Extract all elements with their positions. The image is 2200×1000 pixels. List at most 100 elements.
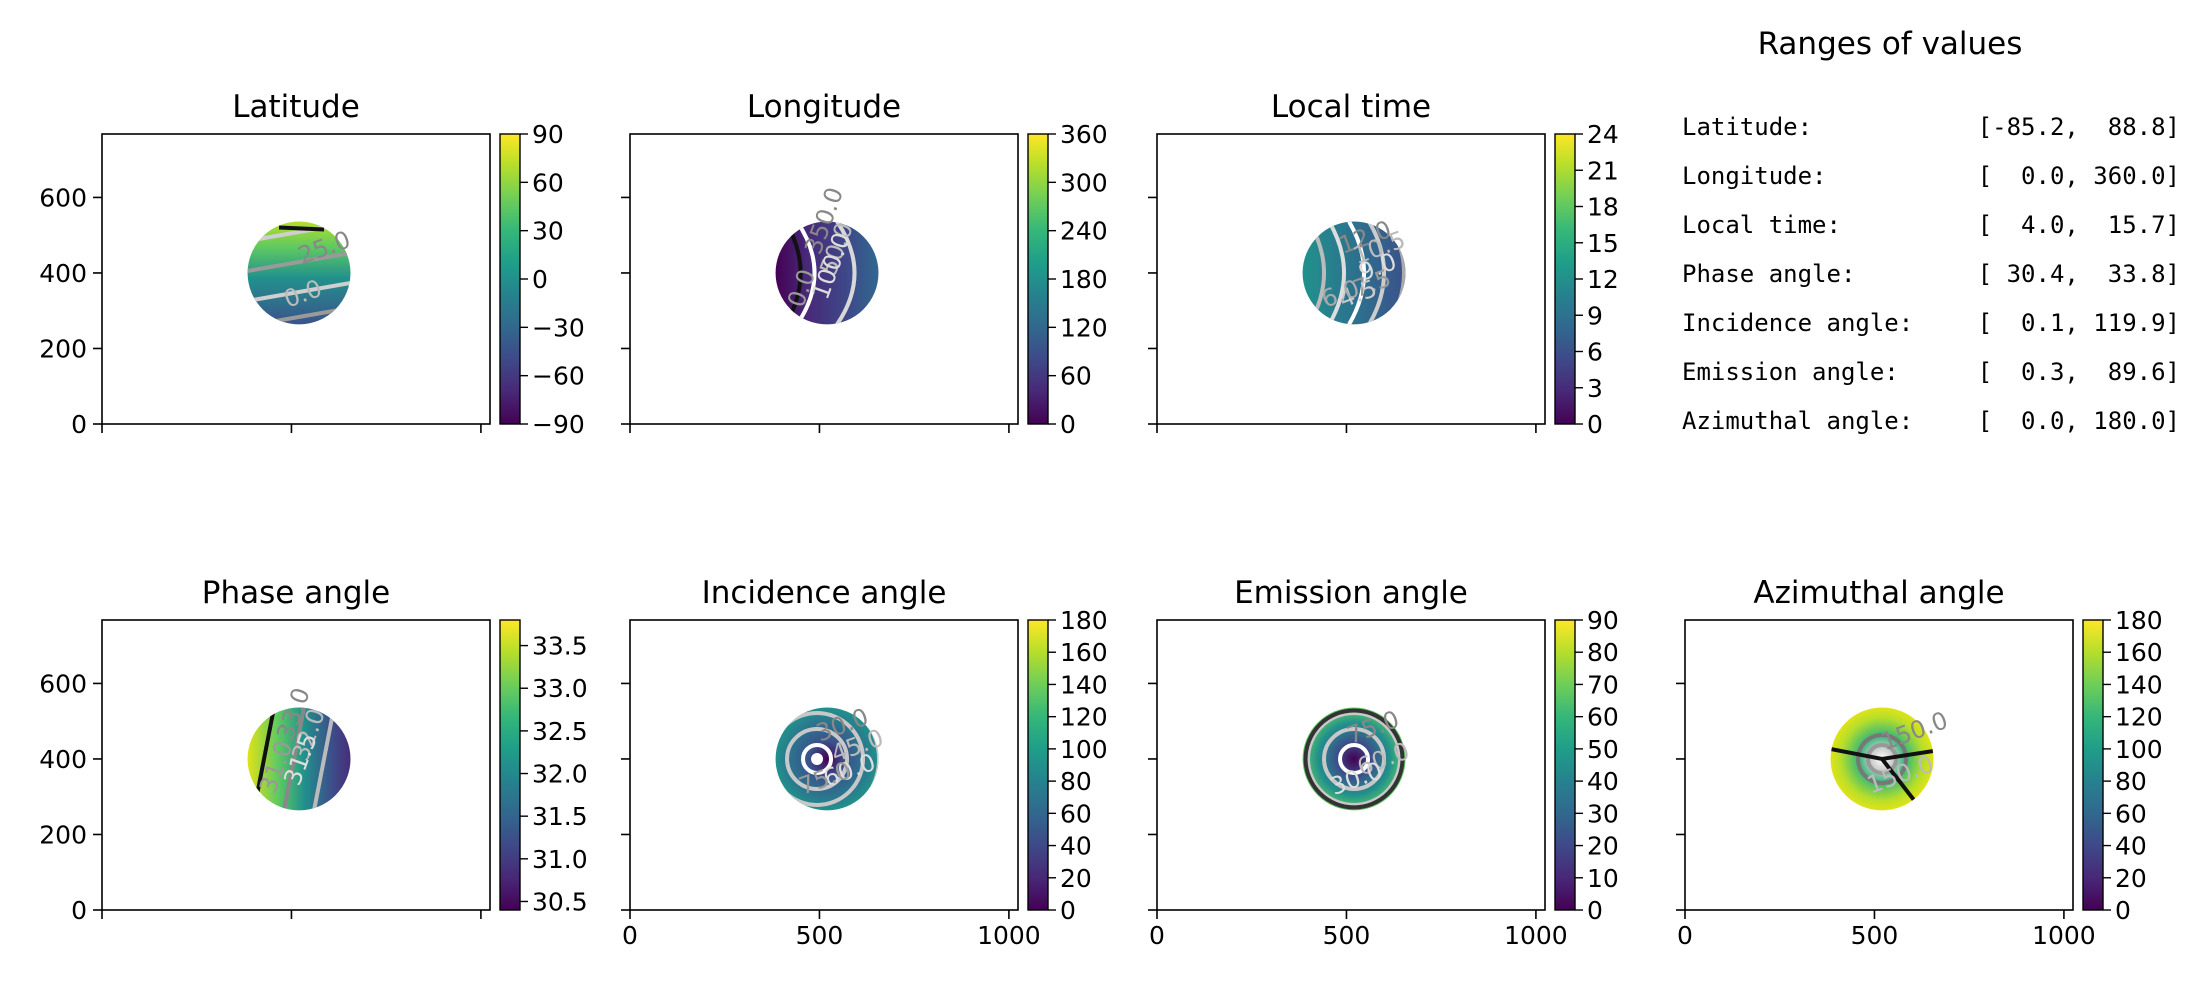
range-row-latitude: Latitude: [-85.2, 88.8] xyxy=(1682,113,2180,143)
colorbar-tick-label: 15 xyxy=(1587,229,1619,258)
axes-frame xyxy=(1156,619,1546,911)
contour-line xyxy=(795,221,817,325)
panel-latitude: Latitude25.00.002004006009060300−30−60−9… xyxy=(39,89,584,439)
axes-frame xyxy=(101,133,491,425)
range-value: [ 30.4, 33.8] xyxy=(1977,260,2180,288)
contour-line xyxy=(1866,742,1899,775)
colorbar-tick-label: 300 xyxy=(1060,168,1108,197)
colorbar-tick-label: 180 xyxy=(1060,265,1108,294)
contour-line xyxy=(247,250,351,273)
colorbar xyxy=(2082,619,2104,911)
colorbar-tick-label: 31.5 xyxy=(532,802,588,831)
colorbar-tick-label: 40 xyxy=(1587,767,1619,796)
colorbar-tick-label: 120 xyxy=(1060,313,1108,342)
colorbar-tick-label: 21 xyxy=(1587,156,1619,185)
colorbar-tick-label: 33.5 xyxy=(532,632,588,661)
colorbar-tick-label: 30 xyxy=(532,217,564,246)
axes-frame xyxy=(629,133,1019,425)
colorbar-tick-label: 120 xyxy=(1060,703,1108,732)
colorbar-tick-label: 20 xyxy=(1587,832,1619,861)
contour-line xyxy=(801,742,834,775)
x-tick-label: 500 xyxy=(1851,921,1899,950)
colorbar-tick-label: 40 xyxy=(1060,832,1092,861)
colorbar-tick-label: 9 xyxy=(1587,301,1603,330)
colorbar xyxy=(1027,133,1049,425)
colorbar-tick-label: 160 xyxy=(2115,638,2163,667)
range-label: Incidence angle: xyxy=(1682,309,1914,337)
colorbar-tick-label: 360 xyxy=(1060,120,1108,149)
plot-title: Local time xyxy=(1271,89,1431,125)
range-row-azimuthal-angle: Azimuthal angle: [ 0.0, 180.0] xyxy=(1682,407,2180,437)
plot-title: Longitude xyxy=(747,89,901,125)
colorbar-tick-label: 50 xyxy=(1587,735,1619,764)
planet-disc xyxy=(775,221,879,325)
colorbar-tick-label: 0 xyxy=(1587,410,1603,439)
axes-frame xyxy=(629,619,1019,911)
y-tick-label: 400 xyxy=(39,745,87,774)
contour-line xyxy=(1327,221,1346,325)
colorbar-tick-label: 90 xyxy=(532,120,564,149)
colorbar xyxy=(499,133,521,425)
colorbar xyxy=(1554,619,1576,911)
colorbar-tick-label: 20 xyxy=(1060,864,1092,893)
y-tick-label: 400 xyxy=(39,259,87,288)
colorbar-tick-label: −30 xyxy=(532,313,585,342)
colorbar-tick-label: 0 xyxy=(532,265,548,294)
y-tick-label: 0 xyxy=(71,896,87,925)
range-row-longitude: Longitude: [ 0.0, 360.0] xyxy=(1682,162,2180,192)
colorbar-tick-label: 70 xyxy=(1587,670,1619,699)
colorbar-tick-label: 100 xyxy=(2115,735,2163,764)
colorbar-tick-label: 3 xyxy=(1587,374,1603,403)
range-row-phase-angle: Phase angle: [ 30.4, 33.8] xyxy=(1682,260,2180,290)
range-label: Longitude: xyxy=(1682,162,1827,190)
colorbar-tick-label: 80 xyxy=(1587,638,1619,667)
range-label: Phase angle: xyxy=(1682,260,1856,288)
contour-line xyxy=(811,752,824,765)
contour-line xyxy=(1881,748,1934,761)
contour-line xyxy=(282,707,306,811)
panel-local-time: Local time12.010.59.07.54.56.02421181512… xyxy=(1148,89,1619,439)
colorbar-tick-label: 90 xyxy=(1587,606,1619,635)
colorbar-tick-label: 160 xyxy=(1060,638,1108,667)
y-tick-label: 200 xyxy=(39,334,87,363)
contour-line xyxy=(1303,708,1405,810)
colorbar-tick-label: 80 xyxy=(1060,767,1092,796)
plot-title: Azimuthal angle xyxy=(1753,575,2004,611)
contour-line xyxy=(1856,732,1909,785)
range-value: [ 4.0, 15.7] xyxy=(1977,211,2180,239)
colorbar-tick-label: 0 xyxy=(1587,896,1603,925)
colorbar-tick-label: 140 xyxy=(1060,670,1108,699)
colorbar-tick-label: 60 xyxy=(1060,362,1092,391)
panel-longitude: Longitude350.050.0100.00.036030024018012… xyxy=(621,89,1108,439)
contour-line xyxy=(1830,746,1883,761)
colorbar-tick-label: 0 xyxy=(2115,896,2131,925)
plot-title: Incidence angle xyxy=(702,575,947,611)
colorbar-tick-label: 32.0 xyxy=(532,760,588,789)
contour-line xyxy=(875,221,879,325)
colorbar-tick-label: 180 xyxy=(2115,606,2163,635)
axes-frame xyxy=(1684,619,2074,911)
colorbar xyxy=(1027,619,1049,911)
contour-line xyxy=(835,221,857,325)
range-label: Latitude: xyxy=(1682,113,1813,141)
colorbar-tick-label: 120 xyxy=(2115,703,2163,732)
colorbar-tick-label: 60 xyxy=(1587,703,1619,732)
plot-title: Emission angle xyxy=(1234,575,1468,611)
axes-frame xyxy=(101,619,491,911)
x-tick-label: 1000 xyxy=(2032,921,2096,950)
y-tick-label: 600 xyxy=(39,669,87,698)
colorbar-tick-label: 0 xyxy=(1060,410,1076,439)
range-value: [ 0.3, 89.6] xyxy=(1977,358,2180,386)
colorbar-tick-label: 12 xyxy=(1587,265,1619,294)
colorbar-tick-label: 60 xyxy=(532,168,564,197)
plot-title: Phase angle xyxy=(202,575,390,611)
planet-disc xyxy=(247,221,351,325)
colorbar-tick-label: 240 xyxy=(1060,217,1108,246)
x-tick-label: 0 xyxy=(1149,921,1165,950)
planet-disc xyxy=(1302,707,1406,811)
colorbar-tick-label: −90 xyxy=(532,410,585,439)
colorbar-tick-label: 33.0 xyxy=(532,674,588,703)
